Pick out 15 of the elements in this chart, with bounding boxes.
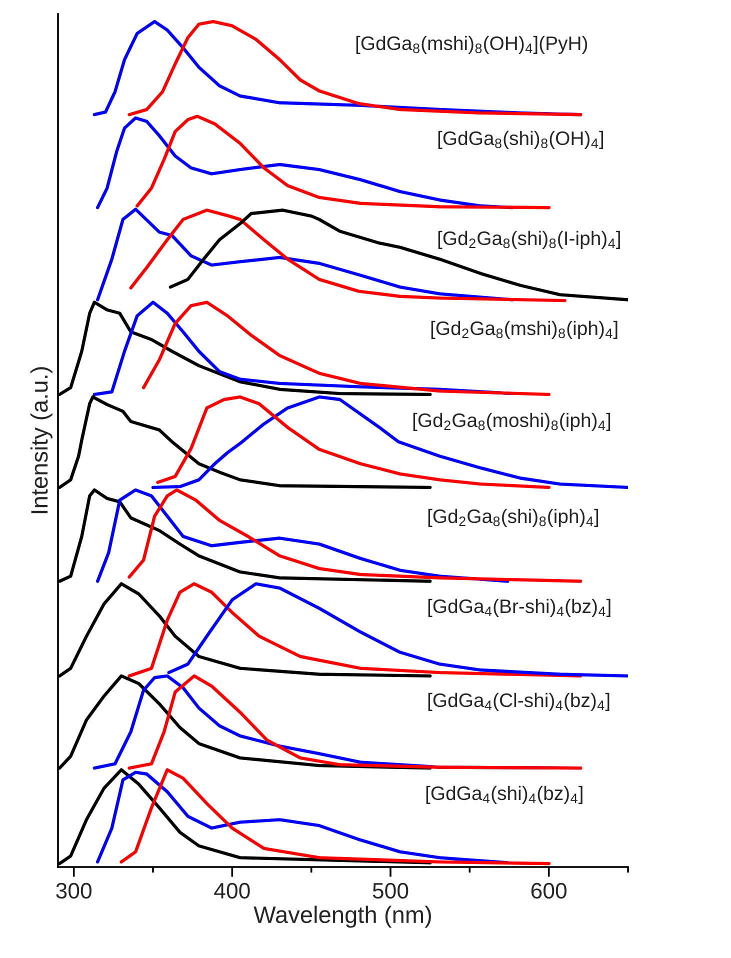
annotation: [GdGa$_{4}$(shi)$_{4}$(bz)$_{4}$] — [426, 786, 582, 804]
text: [Gd$_{2}$Ga$_{8}$(mshi)$_{8}$(iph)$_{4}$] — [431, 320, 618, 339]
text: [Gd$_{2}$Ga$_{8}$(moshi)$_{8}$(iph)$_{4}$] — [413, 412, 610, 431]
text: [Gd$_{2}$Ga$_{8}$(shi)$_{8}$(I-iph)$_{4}$] — [438, 230, 620, 249]
annotation: [GdGa$_{8}$(shi)$_{8}$(OH)$_{4}$] — [438, 130, 604, 149]
x-tick-label: 400 — [214, 882, 250, 899]
annotation: [GdGa$_{4}$(Cl-shi)$_{4}$(bz)$_{4}$] — [428, 692, 610, 711]
x-axis-title: Wavelength (nm) — [254, 906, 431, 928]
text: [Gd$_{2}$Ga$_{8}$(shi)$_{8}$(iph)$_{4}$] — [428, 508, 598, 527]
y-axis-title: Intensity (a.u.) — [30, 367, 52, 514]
annotation: [GdGa$_{8}$(mshi)$_{8}$(OH)$_{4}$](PyH) — [356, 36, 588, 54]
x-tick-label: 600 — [531, 882, 567, 899]
x-tick-label: 300 — [56, 882, 92, 899]
annotation: [GdGa$_{4}$(Br-shi)$_{4}$(bz)$_{4}$] — [428, 598, 610, 617]
x-tick-label: 500 — [372, 882, 408, 899]
